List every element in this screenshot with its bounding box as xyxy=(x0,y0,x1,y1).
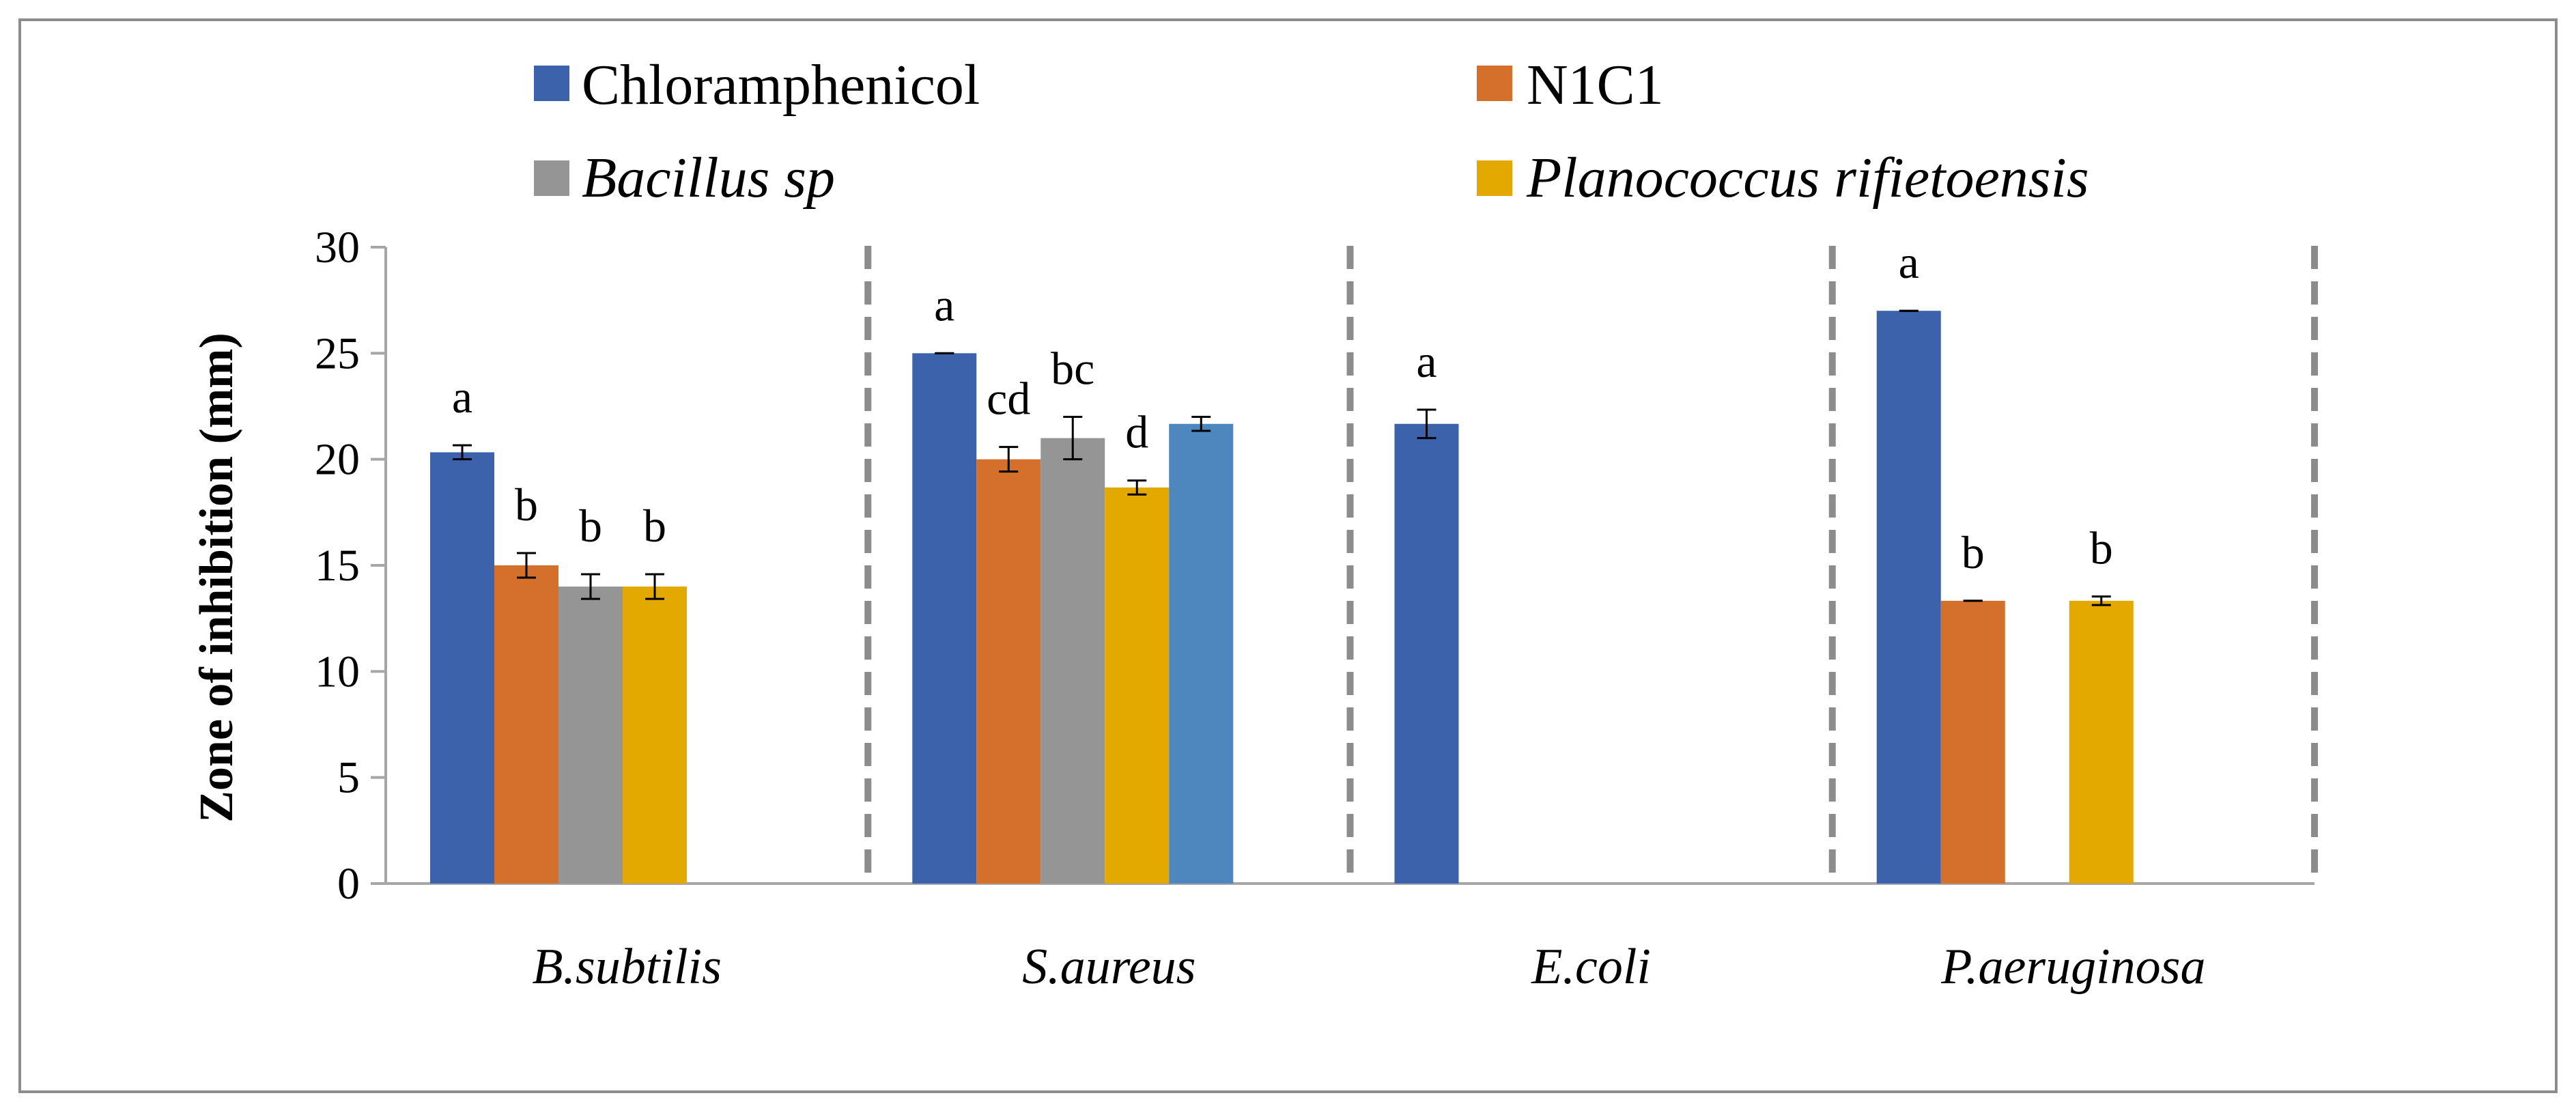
legend-item-n1c1: N1C1 xyxy=(1477,53,1664,117)
bar-s4-g4 xyxy=(2069,600,2134,884)
bar-s2-g1 xyxy=(494,565,558,884)
data-label-s3-g1: b xyxy=(579,500,602,552)
legend-label-chloramphenicol: Chloramphenicol xyxy=(582,53,980,117)
x-category-label-1: B.subtilis xyxy=(532,939,722,995)
legend-item-chloramphenicol: Chloramphenicol xyxy=(534,53,980,117)
legend-label-bacillus: Bacillus sp xyxy=(582,146,835,210)
legend: Chloramphenicol N1C1 Bacillus sp Planoco… xyxy=(534,53,2089,210)
bar-s1-g4 xyxy=(1876,311,1941,884)
legend-swatch-chloramphenicol xyxy=(534,66,569,101)
bar-s2-g2 xyxy=(976,459,1041,884)
legend-label-planococcus: Planococcus rifietoensis xyxy=(1526,146,2089,210)
chart-border xyxy=(18,18,2558,1093)
bar-s2-g4 xyxy=(1940,600,2005,884)
data-label-s2-g2: cd xyxy=(987,373,1030,425)
bar-s1-g1 xyxy=(430,452,494,884)
y-tick-label-5: 5 xyxy=(337,753,360,803)
y-tick-label-30: 30 xyxy=(315,223,360,272)
data-label-s1-g1: a xyxy=(452,371,472,423)
legend-label-n1c1: N1C1 xyxy=(1527,53,1664,117)
data-label-s2-g1: b xyxy=(515,479,538,531)
y-tick-label-0: 0 xyxy=(337,859,360,909)
bar-s4-g1 xyxy=(623,587,687,884)
data-label-s2-g4: b xyxy=(1962,526,1985,578)
data-label-s1-g2: a xyxy=(934,279,954,330)
data-label-s4-g1: b xyxy=(643,500,666,552)
data-label-s4-g2: d xyxy=(1125,406,1148,458)
y-axis-title: Zone of inhibition (mm) xyxy=(190,333,243,823)
bar-s1-g2 xyxy=(912,353,977,884)
x-category-label-4: P.aeruginosa xyxy=(1940,939,2205,995)
x-category-label-3: E.coli xyxy=(1531,939,1651,995)
y-tick-label-20: 20 xyxy=(315,435,360,485)
data-label-s3-g2: bc xyxy=(1051,343,1094,395)
plot-area: 0 5 10 15 20 25 30 B.subtilis S.aureus E.coli P.ae… xyxy=(315,223,2318,995)
legend-item-planococcus: Planococcus rifietoensis xyxy=(1477,146,2089,210)
bar-s3-g2 xyxy=(1041,438,1105,884)
data-label-s4-g4: b xyxy=(2090,522,2113,574)
y-tick-label-10: 10 xyxy=(315,647,360,696)
legend-swatch-n1c1 xyxy=(1477,66,1512,101)
data-label-s1-g3: a xyxy=(1416,335,1436,387)
bar-s3-g1 xyxy=(558,587,623,884)
data-label-s1-g4: a xyxy=(1899,236,1919,288)
legend-swatch-planococcus xyxy=(1477,160,1512,196)
y-tick-label-25: 25 xyxy=(315,328,360,378)
bar-s1-g3 xyxy=(1394,423,1459,884)
legend-item-bacillus: Bacillus sp xyxy=(534,146,835,210)
bar-s5-g2 xyxy=(1169,423,1234,884)
legend-swatch-bacillus xyxy=(534,160,569,196)
y-tick-label-15: 15 xyxy=(315,541,360,591)
bar-s4-g2 xyxy=(1105,487,1170,884)
x-category-label-2: S.aureus xyxy=(1022,939,1195,995)
